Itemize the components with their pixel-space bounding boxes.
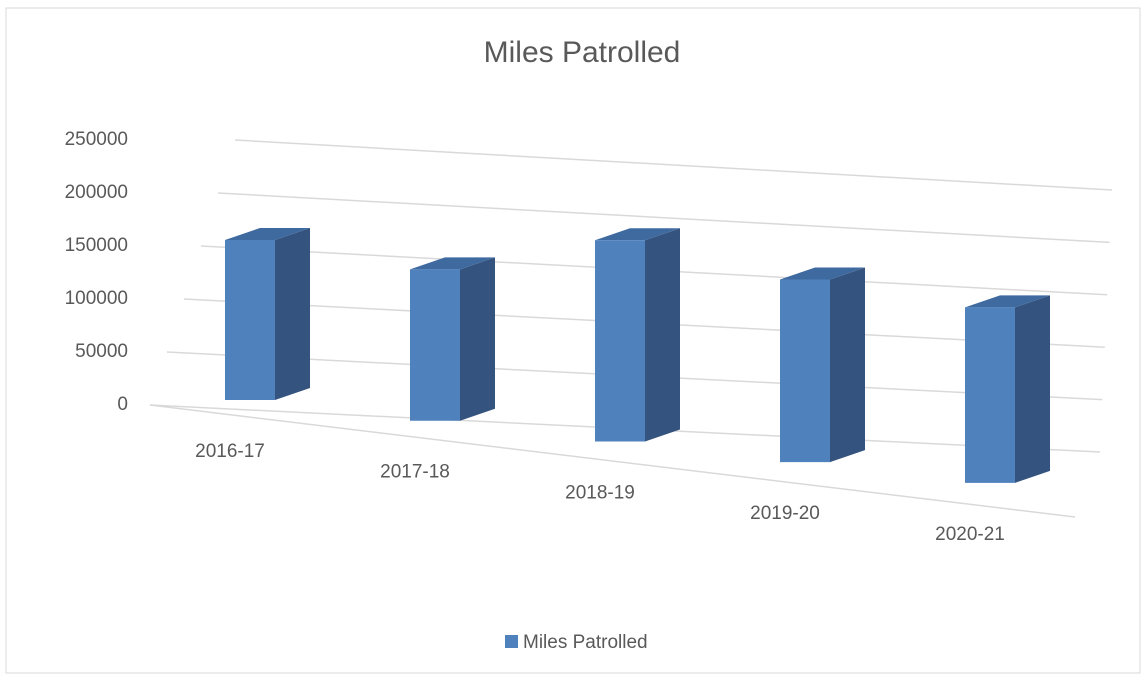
grid-line — [234, 139, 1113, 191]
y-tick-label: 200000 — [65, 182, 128, 203]
x-tick-label: 2020-21 — [935, 524, 1005, 545]
legend-label: Miles Patrolled — [523, 632, 648, 653]
y-tick-label: 0 — [117, 394, 128, 415]
bar-side — [645, 228, 680, 442]
bar-side — [275, 228, 310, 400]
bar — [595, 240, 645, 442]
bar-side — [460, 257, 495, 421]
bar-side — [1015, 295, 1050, 483]
floor-edge — [149, 404, 1076, 518]
y-tick-label: 150000 — [65, 235, 128, 256]
bar-top — [965, 295, 1050, 308]
chart-title: Miles Patrolled — [484, 36, 681, 69]
x-tick-label: 2019-20 — [750, 503, 820, 524]
bar — [965, 307, 1015, 483]
x-tick-label: 2016-17 — [195, 441, 265, 462]
y-tick-label: 250000 — [65, 129, 128, 150]
bar — [780, 279, 830, 463]
bar — [225, 240, 275, 400]
y-tick-label: 100000 — [65, 288, 128, 309]
legend-swatch — [505, 635, 518, 648]
bar-top — [780, 267, 865, 280]
y-tick-label: 50000 — [75, 341, 128, 362]
x-tick-label: 2017-18 — [380, 462, 450, 483]
bar-top — [225, 228, 310, 240]
bar-top — [595, 228, 680, 241]
bar-top — [410, 257, 495, 270]
x-tick-label: 2018-19 — [565, 482, 635, 503]
bar-side — [830, 267, 865, 463]
bar — [410, 269, 460, 421]
chart-frame — [5, 7, 1141, 674]
grid-line — [217, 192, 1110, 244]
